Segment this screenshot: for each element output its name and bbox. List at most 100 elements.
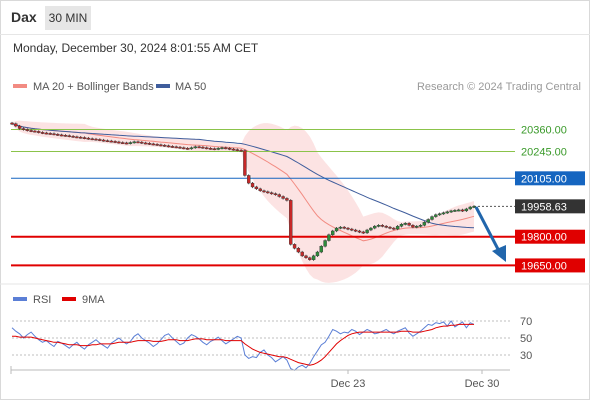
candles <box>10 121 476 261</box>
candle-body <box>136 141 140 144</box>
support-tag <box>515 229 585 244</box>
candle-body <box>140 141 144 144</box>
header: Dax 30 MIN <box>0 0 590 34</box>
candle-body <box>166 145 171 148</box>
candle-body <box>197 146 201 149</box>
candle-body <box>292 244 297 249</box>
candle-body <box>220 147 224 150</box>
ma20-legend-label: MA 20 + Bollinger Bands <box>33 81 154 93</box>
candle-body <box>151 143 155 146</box>
candle-body <box>342 226 346 229</box>
support-label: 19650.00 <box>521 260 567 272</box>
candle-body <box>380 225 385 227</box>
candle-body <box>178 146 182 149</box>
pivot-label: 20105.00 <box>521 173 567 185</box>
rsi-tick-label: 50 <box>520 333 532 345</box>
rsi-legend-swatch <box>13 297 27 301</box>
candle-body <box>376 225 381 227</box>
candle-body <box>273 193 278 196</box>
candle-body <box>254 186 259 190</box>
x-tick-label: Dec 30 <box>465 378 500 390</box>
candle-body <box>457 209 461 212</box>
candle-body <box>182 147 186 150</box>
candle-body <box>285 198 289 201</box>
candle-body <box>441 212 446 215</box>
datetime-label: Monday, December 30, 2024 8:01:55 AM CET <box>13 41 259 55</box>
candle-body <box>464 208 469 212</box>
candle-body <box>308 257 312 260</box>
candle-body <box>67 135 71 138</box>
candle-body <box>105 140 110 142</box>
candle-body <box>79 136 83 139</box>
candle-body <box>75 136 79 139</box>
candle-body <box>304 255 308 258</box>
moving-averages <box>11 123 475 242</box>
ma20-legend-swatch <box>13 84 27 88</box>
candle-body <box>430 216 434 220</box>
candle-body <box>289 200 293 245</box>
header-divider <box>0 34 590 35</box>
candle-body <box>63 135 68 137</box>
candle-body <box>208 148 213 150</box>
candle-body <box>33 130 37 133</box>
candle-body <box>422 222 427 226</box>
ma50-legend-label: MA 50 <box>175 81 206 93</box>
candle-body <box>147 143 152 145</box>
candle-body <box>269 192 274 195</box>
candle-body <box>10 122 14 125</box>
candle-body <box>170 146 175 148</box>
candle-body <box>453 210 457 212</box>
candle-body <box>426 219 430 223</box>
rsi-tick-label: 30 <box>520 350 532 362</box>
support-tag <box>515 258 585 273</box>
candle-body <box>357 230 362 233</box>
candle-body <box>56 134 60 136</box>
candle-body <box>445 211 449 214</box>
candle-body <box>373 225 377 229</box>
candle-body <box>258 188 262 191</box>
ma50-legend-swatch <box>156 84 170 88</box>
candle-body <box>231 148 236 151</box>
rsi-legend-label: RSI <box>33 294 51 306</box>
candle-body <box>327 234 331 241</box>
candle-body <box>201 146 205 149</box>
candle-body <box>250 182 255 188</box>
candle-body <box>52 133 56 136</box>
candle-body <box>174 146 178 149</box>
candle-body <box>37 131 41 133</box>
candle-body <box>296 247 301 253</box>
candle-body <box>189 147 194 150</box>
candle-body <box>315 251 320 257</box>
candle-body <box>262 190 266 193</box>
candle-body <box>155 144 159 146</box>
candle-body <box>353 229 358 232</box>
candle-body <box>361 231 365 234</box>
last-price-tag <box>515 199 585 214</box>
candle-body <box>418 225 423 227</box>
support-label: 19800.00 <box>521 232 567 244</box>
candle-body <box>109 140 113 143</box>
candle-body <box>411 225 415 228</box>
candle-body <box>159 144 163 147</box>
candle-body <box>121 142 125 144</box>
candle-body <box>25 129 29 131</box>
candle-body <box>14 123 18 127</box>
candle-body <box>369 227 373 231</box>
candle-body <box>395 225 400 230</box>
candle-body <box>392 227 396 230</box>
candle-body <box>59 134 64 137</box>
candle-body <box>94 138 98 141</box>
candle-body <box>277 194 281 197</box>
candle-body <box>82 137 87 139</box>
candle-body <box>239 149 243 152</box>
candle-body <box>227 148 232 150</box>
ma20-line <box>11 123 475 242</box>
candle-body <box>437 213 442 216</box>
timeframe-button[interactable]: 30 MIN <box>45 6 91 30</box>
pivot-tag <box>515 171 585 186</box>
candle-body <box>98 139 102 141</box>
candle-body <box>205 147 209 150</box>
candle-body <box>21 128 26 130</box>
candle-body <box>472 206 476 208</box>
